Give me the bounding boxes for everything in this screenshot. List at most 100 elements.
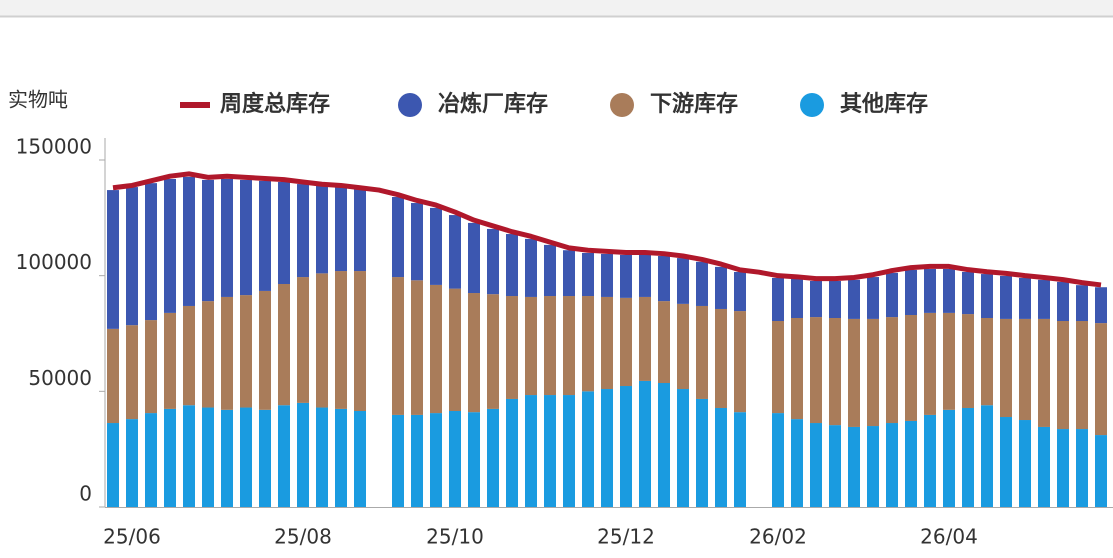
- bar-segment: [829, 318, 841, 426]
- bar-segment: [449, 410, 461, 507]
- bar-segment: [886, 423, 898, 507]
- bar-segment: [1000, 275, 1012, 319]
- bar-segment: [1038, 426, 1050, 507]
- bar-segment: [734, 311, 746, 413]
- bar-segment: [240, 179, 252, 296]
- bar-segment: [411, 203, 423, 281]
- bar-segment: [164, 178, 176, 313]
- bar-segment: [1019, 277, 1031, 319]
- bar-segment: [392, 414, 404, 507]
- bar-segment: [297, 402, 309, 507]
- bar-segment: [1057, 281, 1069, 322]
- bar-segment: [221, 178, 233, 297]
- bar-segment: [487, 228, 499, 295]
- bar-segment: [221, 409, 233, 507]
- bar-segment: [639, 296, 651, 381]
- x-tick-label: 25/12: [597, 525, 655, 549]
- x-tick-label: 26/02: [749, 525, 807, 549]
- bar-segment: [392, 277, 404, 415]
- bar-segment: [848, 426, 860, 507]
- bar-segment: [867, 277, 879, 319]
- bar-segment: [335, 408, 347, 507]
- bar-segment: [658, 383, 670, 507]
- bar-segment: [259, 409, 271, 507]
- bar-segment: [867, 426, 879, 507]
- bar-segment: [677, 303, 689, 390]
- bar-segment: [981, 274, 993, 319]
- bar-segment: [1019, 420, 1031, 507]
- bar-segment: [525, 395, 537, 507]
- bar-segment: [297, 277, 309, 403]
- bar-segment: [1038, 279, 1050, 319]
- bar-segment: [126, 325, 138, 420]
- bar-segment: [677, 389, 689, 507]
- bar-segment: [259, 290, 271, 410]
- bar-segment: [715, 266, 727, 309]
- bar-segment: [1019, 318, 1031, 421]
- bar-segment: [658, 256, 670, 302]
- bar-segment: [1095, 435, 1107, 507]
- y-tick-label: 150000: [16, 135, 92, 159]
- bar-segment: [772, 277, 784, 322]
- bar-segment: [202, 301, 214, 408]
- bar-segment: [145, 320, 157, 414]
- legend-label: 周度总库存: [220, 91, 330, 117]
- bar-segment: [696, 261, 708, 306]
- legend-label: 冶炼厂库存: [438, 91, 548, 117]
- bar-segment: [848, 279, 860, 319]
- y-tick-label: 100000: [16, 250, 92, 274]
- bar-segment: [316, 407, 328, 507]
- legend-label: 下游库存: [650, 91, 738, 117]
- bar-segment: [810, 317, 822, 424]
- bar-segment: [563, 296, 575, 396]
- bar-segment: [468, 222, 480, 294]
- bar-segment: [582, 391, 594, 507]
- bar-segment: [734, 271, 746, 312]
- bar-segment: [202, 179, 214, 302]
- bar-segment: [905, 420, 917, 507]
- bar-segment: [278, 181, 290, 284]
- bar-segment: [430, 207, 442, 285]
- bar-segment: [145, 183, 157, 321]
- bar-segment: [981, 405, 993, 507]
- bar-segment: [658, 301, 670, 384]
- bar-segment: [525, 238, 537, 297]
- x-tick-label: 26/04: [920, 525, 978, 549]
- total-line: [112, 171, 1102, 288]
- bar-segment: [354, 410, 366, 507]
- bar-segment: [677, 258, 689, 304]
- bar-segment: [582, 296, 594, 392]
- bar-segment: [1095, 287, 1107, 324]
- bar-segment: [240, 407, 252, 507]
- bar-segment: [772, 321, 784, 414]
- bar-segment: [411, 280, 423, 415]
- bar-segment: [1038, 318, 1050, 427]
- bar-segment: [563, 395, 575, 507]
- bar-segment: [544, 395, 556, 507]
- legend-label: 其他库存: [840, 91, 928, 117]
- bar-segment: [620, 386, 632, 507]
- bar-segment: [924, 414, 936, 507]
- bar-segment: [183, 405, 195, 507]
- bar-segment: [411, 414, 423, 507]
- bar-segment: [240, 295, 252, 408]
- top-bar: [0, 0, 1113, 16]
- bar-segment: [962, 271, 974, 315]
- bar-segment: [449, 288, 461, 411]
- bar-segment: [1057, 321, 1069, 430]
- bar-segment: [1000, 318, 1012, 418]
- y-tick-label: 50000: [28, 366, 92, 390]
- bar-segment: [981, 318, 993, 406]
- bar-segment: [468, 293, 480, 413]
- bar-segment: [259, 180, 271, 291]
- bar-segment: [145, 413, 157, 507]
- bar-segment: [107, 328, 119, 424]
- bar-segment: [221, 296, 233, 410]
- bar-segment: [1057, 429, 1069, 507]
- bar-segment: [126, 187, 138, 326]
- bar-segment: [601, 296, 613, 390]
- bar-segment: [164, 312, 176, 409]
- bar-segment: [506, 296, 518, 399]
- bar-segment: [905, 314, 917, 421]
- bar-segment: [278, 405, 290, 507]
